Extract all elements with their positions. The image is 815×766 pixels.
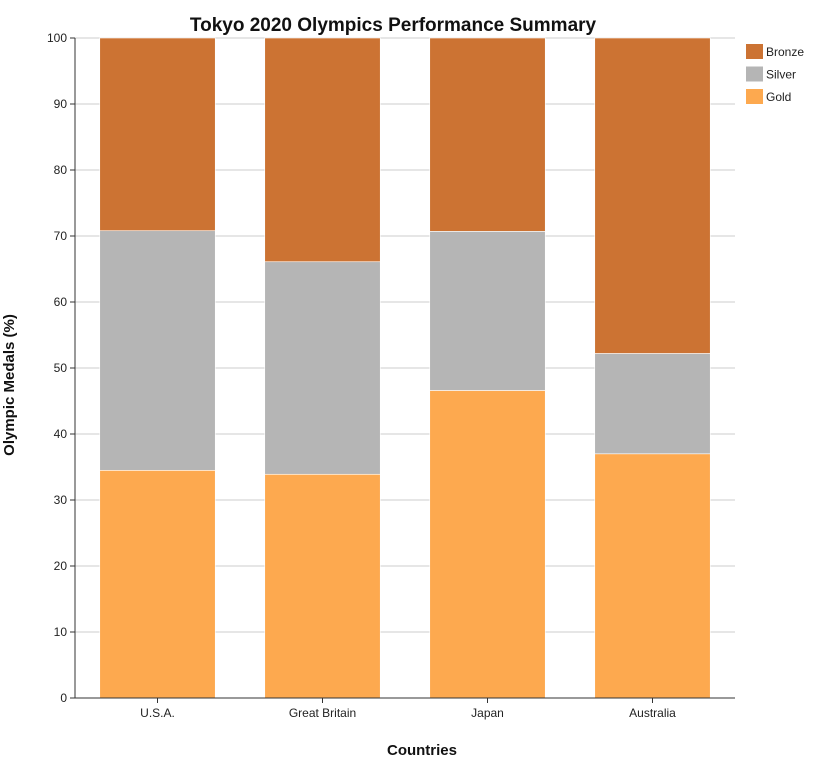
legend-swatch-bronze xyxy=(746,44,763,59)
legend-label-bronze: Bronze xyxy=(766,45,804,59)
y-tick-label: 40 xyxy=(54,427,68,441)
bar-segment-silver xyxy=(429,231,546,391)
bar-segment-silver xyxy=(99,230,216,471)
bar-segment-gold xyxy=(429,390,546,699)
bar-segment-bronze xyxy=(264,37,381,263)
y-axis-title: Olympic Medals (%) xyxy=(1,314,18,456)
legend-label-gold: Gold xyxy=(766,90,791,104)
bar-segment-bronze xyxy=(594,37,711,354)
bar-segment-gold xyxy=(264,473,381,699)
bar-segment-gold xyxy=(99,469,216,699)
x-tick-label: Great Britain xyxy=(289,706,356,720)
chart-title: Tokyo 2020 Olympics Performance Summary xyxy=(190,15,597,36)
bar-segment-silver xyxy=(264,261,381,475)
bar-segment-bronze xyxy=(99,37,216,232)
bar-segment-gold xyxy=(594,453,711,699)
y-tick-label: 60 xyxy=(54,295,68,309)
x-tick-label: Japan xyxy=(471,706,504,720)
bar-segment-bronze xyxy=(429,37,546,232)
y-axis: 0 10 20 30 40 50 60 70 80 90 100 xyxy=(47,31,76,705)
y-tick-label: 50 xyxy=(54,361,68,375)
legend-swatch-silver xyxy=(746,66,763,82)
y-tick-label: 100 xyxy=(47,31,67,45)
y-tick-label: 30 xyxy=(54,493,68,507)
y-tick-label: 0 xyxy=(60,691,67,705)
x-tick-label: Australia xyxy=(629,706,676,720)
bar-segment-silver xyxy=(594,353,711,455)
y-tick-label: 80 xyxy=(54,163,68,177)
bars xyxy=(99,37,711,699)
legend: Bronze Silver Gold xyxy=(746,44,804,104)
legend-label-silver: Silver xyxy=(766,68,796,82)
x-axis: U.S.A. Great Britain Japan Australia xyxy=(75,697,735,720)
x-tick-label: U.S.A. xyxy=(140,706,175,720)
y-tick-label: 90 xyxy=(54,97,68,111)
x-axis-title: Countries xyxy=(387,742,457,759)
y-tick-label: 10 xyxy=(54,625,68,639)
y-tick-label: 70 xyxy=(54,229,68,243)
y-tick-label: 20 xyxy=(54,559,68,573)
legend-swatch-gold xyxy=(746,89,763,104)
